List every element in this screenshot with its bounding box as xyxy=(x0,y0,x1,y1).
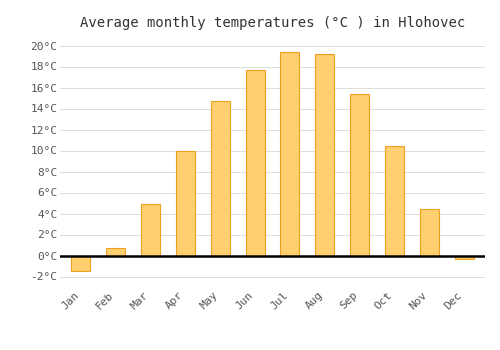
Bar xyxy=(385,146,404,256)
Bar xyxy=(210,101,230,256)
Bar xyxy=(72,256,90,271)
Title: Average monthly temperatures (°C ) in Hlohovec: Average monthly temperatures (°C ) in Hl… xyxy=(80,16,465,30)
Bar xyxy=(176,150,195,256)
Bar xyxy=(454,256,473,259)
Bar xyxy=(106,248,126,255)
Bar xyxy=(420,209,439,256)
Bar xyxy=(350,94,369,256)
Bar xyxy=(246,70,264,255)
Bar xyxy=(280,52,299,256)
Bar xyxy=(315,54,334,256)
Bar xyxy=(141,204,160,256)
